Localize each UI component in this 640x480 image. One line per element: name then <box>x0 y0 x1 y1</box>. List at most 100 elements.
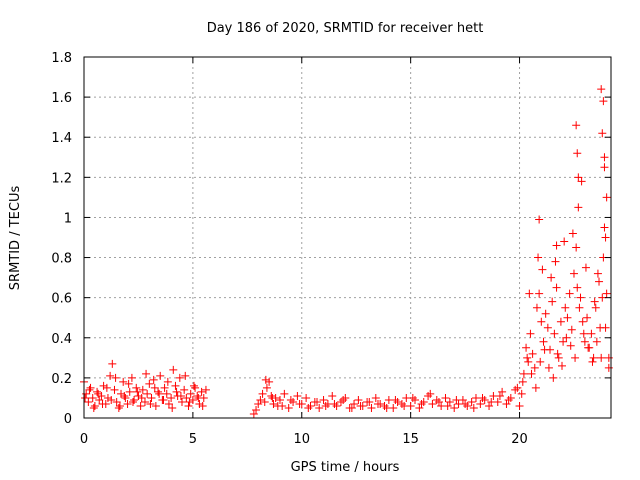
data-point <box>568 229 577 238</box>
data-point <box>182 393 191 402</box>
data-point <box>88 393 97 402</box>
data-point <box>258 389 267 398</box>
data-point <box>119 377 128 386</box>
x-tick-label: 5 <box>189 432 197 447</box>
data-point <box>575 303 584 312</box>
data-point <box>574 203 583 212</box>
data-point <box>467 397 476 406</box>
data-point <box>106 371 115 380</box>
data-point <box>554 353 563 362</box>
data-point <box>151 401 160 410</box>
data-point <box>110 385 119 394</box>
y-tick-label: 0.2 <box>51 372 72 387</box>
data-point <box>604 353 613 362</box>
data-point <box>553 349 562 358</box>
data-point <box>142 369 151 378</box>
data-point <box>541 309 550 318</box>
data-point <box>99 381 108 390</box>
y-tick-label: 0.8 <box>51 252 72 267</box>
data-point <box>434 397 443 406</box>
y-tick-label: 1.2 <box>51 171 72 186</box>
data-point <box>549 373 558 382</box>
data-point <box>463 401 472 410</box>
data-point <box>85 385 94 394</box>
data-point <box>452 395 461 404</box>
data-point <box>98 399 107 408</box>
data-point <box>534 253 543 262</box>
data-point <box>573 283 582 292</box>
data-point <box>156 371 165 380</box>
data-point <box>511 385 520 394</box>
data-point <box>531 383 540 392</box>
data-point <box>89 403 98 412</box>
data-point <box>128 397 137 406</box>
data-point <box>487 397 496 406</box>
x-axis-label: GPS time / hours <box>291 460 400 475</box>
data-point <box>268 393 277 402</box>
data-point <box>597 353 606 362</box>
data-point <box>561 303 570 312</box>
data-point <box>498 387 507 396</box>
data-point <box>550 329 559 338</box>
data-point <box>580 337 589 346</box>
data-point <box>598 293 607 302</box>
data-point <box>373 399 382 408</box>
data-point <box>569 269 578 278</box>
data-point <box>295 399 304 408</box>
data-point <box>574 173 583 182</box>
data-point <box>143 389 152 398</box>
data-point <box>332 401 341 410</box>
data-point <box>313 397 322 406</box>
y-tick-label: 1.6 <box>51 91 72 106</box>
data-point <box>539 337 548 346</box>
data-point <box>572 121 581 130</box>
data-point <box>185 397 194 406</box>
data-point <box>94 389 103 398</box>
data-point <box>571 353 580 362</box>
data-point <box>371 393 380 402</box>
data-point <box>581 263 590 272</box>
data-point <box>538 265 547 274</box>
data-point <box>441 393 450 402</box>
data-point <box>532 303 541 312</box>
data-point <box>95 395 104 404</box>
data-point <box>566 341 575 350</box>
data-point <box>120 391 129 400</box>
data-point <box>547 273 556 282</box>
data-point <box>584 343 593 352</box>
data-point <box>504 395 513 404</box>
data-point <box>127 373 136 382</box>
data-point <box>171 381 180 390</box>
data-point <box>147 393 156 402</box>
data-point <box>189 381 198 390</box>
y-tick-label: 0.6 <box>51 292 72 307</box>
data-point <box>592 337 601 346</box>
data-point <box>111 373 120 382</box>
data-point <box>393 397 402 406</box>
data-point <box>138 385 147 394</box>
x-tick-label: 15 <box>402 432 419 447</box>
data-point <box>589 353 598 362</box>
data-point <box>506 393 515 402</box>
data-point <box>562 333 571 342</box>
data-point <box>341 393 350 402</box>
data-point <box>269 399 278 408</box>
data-point <box>602 289 611 298</box>
data-point <box>180 385 189 394</box>
data-points <box>80 85 613 418</box>
data-point <box>593 269 602 278</box>
data-point <box>469 403 478 412</box>
data-point <box>198 401 207 410</box>
data-point <box>587 329 596 338</box>
data-point <box>391 395 400 404</box>
data-point <box>480 395 489 404</box>
data-point <box>265 377 274 386</box>
data-point <box>524 357 533 366</box>
data-point <box>117 389 126 398</box>
data-point <box>354 395 363 404</box>
data-point <box>600 223 609 232</box>
data-point <box>306 401 315 410</box>
y-tick-label: 1.4 <box>51 131 72 146</box>
data-point <box>552 283 561 292</box>
